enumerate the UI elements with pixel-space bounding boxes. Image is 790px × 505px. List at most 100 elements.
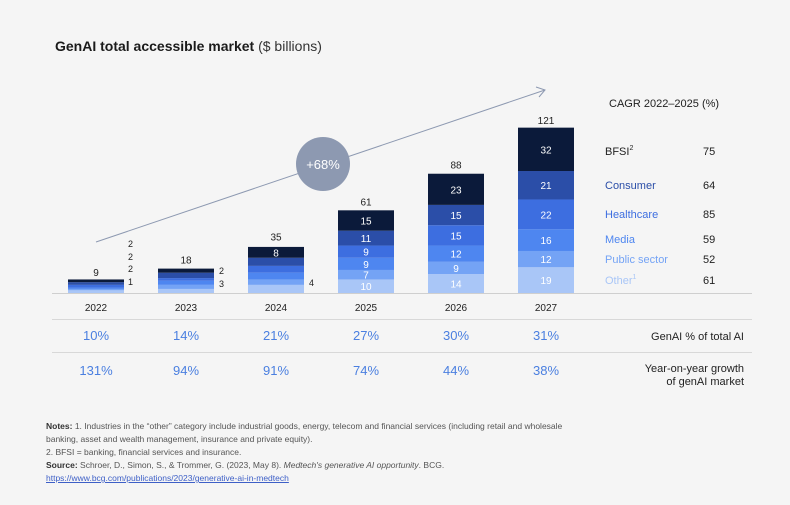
bar-segment — [518, 229, 574, 251]
bar-segment — [518, 250, 574, 268]
x-tick-label: 2023 — [175, 303, 198, 314]
bar-segment — [338, 279, 394, 293]
bar-segment-outside-label: 1 — [128, 277, 133, 287]
bar-segment-label: 8 — [273, 248, 279, 259]
bar-segment — [248, 279, 304, 285]
bar-segment — [518, 171, 574, 200]
bar-segment — [338, 257, 394, 270]
bar-segment — [428, 245, 484, 262]
bar-segment-label: 22 — [540, 210, 552, 221]
bar-segment — [158, 280, 214, 285]
bar-segment-outside-label: 2 — [128, 264, 133, 274]
bar-segment-outside-label: 2 — [128, 239, 133, 249]
row-value: 74% — [353, 363, 379, 378]
legend-title: CAGR 2022–2025 (%) — [609, 98, 719, 110]
row-value: 91% — [263, 363, 289, 378]
row-value: 21% — [263, 328, 289, 343]
legend-cagr-value: 59 — [703, 234, 715, 246]
bar-segment-label: 21 — [540, 181, 552, 192]
bar-segment-label: 7 — [363, 271, 369, 282]
bar-segment — [428, 225, 484, 246]
legend-cagr-value: 61 — [703, 275, 715, 287]
legend-cagr-value: 52 — [703, 254, 715, 266]
bar-segment — [428, 173, 484, 205]
chart-title: GenAI total accessible market ($ billion… — [55, 38, 322, 54]
bar-segment — [518, 127, 574, 172]
bar-segment-label: 23 — [450, 185, 462, 196]
bar-segment-label: 32 — [540, 145, 552, 156]
legend-label: Public sector — [605, 254, 668, 266]
bar-segment — [338, 230, 394, 246]
growth-badge-label: +68% — [306, 157, 340, 172]
source-label: Source: — [46, 460, 78, 470]
notes-label: Notes: — [46, 421, 73, 431]
bar-segment-outside-label: 2 — [128, 252, 133, 262]
bar-segment — [158, 284, 214, 289]
bar-segment-label: 9 — [453, 264, 459, 275]
bar-segment — [518, 267, 574, 293]
bar-segment — [68, 284, 124, 288]
bar-segment — [338, 245, 394, 258]
x-tick-label: 2027 — [535, 303, 558, 314]
legend-label: Healthcare — [605, 209, 658, 221]
bar-segment-label: 9 — [363, 260, 369, 271]
bar-total-label: 35 — [270, 233, 282, 244]
bar-segment — [518, 199, 574, 230]
x-tick-label: 2022 — [85, 303, 108, 314]
legend-label: Other1 — [605, 274, 637, 287]
row-label-continued: of genAI market — [666, 376, 744, 388]
x-tick-label: 2025 — [355, 303, 378, 314]
source-link[interactable]: https://www.bcg.com/publications/2023/ge… — [46, 473, 289, 483]
bar-segment-label: 9 — [363, 248, 369, 259]
row-value: 27% — [353, 328, 379, 343]
note-2: 2. BFSI = banking, financial services an… — [46, 447, 242, 457]
bar-segment-label: 19 — [540, 276, 552, 287]
bar-segment — [248, 257, 304, 266]
x-tick-label: 2026 — [445, 303, 468, 314]
bar-segment-label: 15 — [360, 216, 372, 227]
bar-segment — [158, 278, 214, 281]
row-value: 38% — [533, 363, 559, 378]
bar-segment — [338, 269, 394, 280]
bar-segment-outside-label: 2 — [219, 266, 224, 276]
legend-label: Consumer — [605, 180, 656, 192]
bar-segment-label: 10 — [360, 282, 372, 293]
bar-segment — [68, 287, 124, 289]
bar-segment — [248, 272, 304, 280]
bar-total-label: 61 — [360, 197, 372, 208]
source-text: Schroer, D., Simon, S., & Trommer, G. (2… — [80, 460, 282, 470]
bar-segment — [158, 268, 214, 273]
row-value: 131% — [79, 363, 113, 378]
source-title: Medtech's generative AI opportunity — [283, 460, 419, 470]
bar-segment — [248, 246, 304, 258]
legend-cagr-value: 85 — [703, 209, 715, 221]
bar-segment-label: 15 — [450, 211, 462, 222]
bar-total-label: 9 — [93, 268, 99, 279]
bar-segment-label: 12 — [450, 250, 462, 261]
bar-segment — [428, 261, 484, 275]
bar-segment-label: 16 — [540, 236, 552, 247]
note-1: 1. Industries in the “other” category in… — [46, 421, 563, 444]
bar-segment-label: 15 — [450, 231, 462, 242]
legend-label: Media — [605, 234, 636, 246]
chart-title-unit: ($ billions) — [258, 38, 322, 54]
bar-segment-label: 14 — [450, 280, 462, 291]
x-tick-label: 2024 — [265, 303, 288, 314]
growth-arrow-head — [535, 86, 546, 98]
bar-segment-outside-label: 3 — [219, 279, 224, 289]
bar-segment — [428, 204, 484, 226]
legend-label: BFSI2 — [605, 145, 633, 158]
growth-badge-circle — [296, 137, 350, 191]
notes-section: Notes: 1. Industries in the “other” cate… — [46, 420, 566, 485]
bar-segment — [68, 290, 124, 293]
bar-segment-label: 11 — [361, 234, 372, 245]
bar-segment — [68, 282, 124, 285]
row-value: 44% — [443, 363, 469, 378]
row-value: 94% — [173, 363, 199, 378]
row-label: Year-on-year growth — [645, 363, 744, 375]
row-value: 30% — [443, 328, 469, 343]
bar-segment — [428, 274, 484, 293]
bar-total-label: 18 — [180, 256, 192, 267]
